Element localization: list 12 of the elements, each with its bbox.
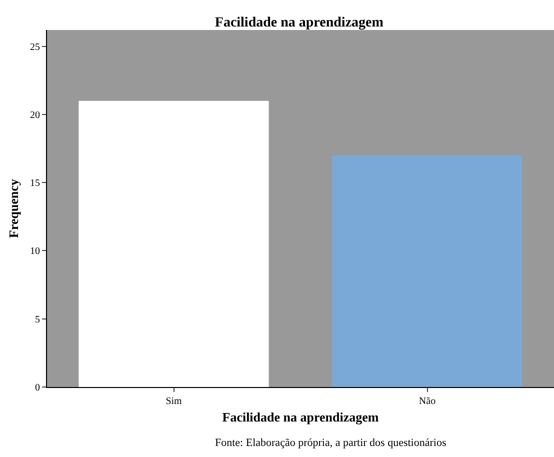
y-tick-label: 5 <box>35 314 40 326</box>
chart-title: Facilidade na aprendizagem <box>214 16 384 31</box>
y-tick-label: 0 <box>35 382 40 394</box>
source-note: Fonte: Elaboração própria, a partir dos questionários <box>215 437 446 449</box>
x-axis-title: Facilidade na aprendizagem <box>222 410 379 425</box>
y-tick-label: 25 <box>30 42 40 53</box>
x-tick-label: Não <box>418 396 436 407</box>
y-tick-label: 10 <box>30 246 40 258</box>
x-tick-label: Sim <box>166 396 182 407</box>
y-axis-title: Frequency <box>6 178 21 238</box>
y-tick-label: 15 <box>30 178 40 190</box>
y-tick-label: 20 <box>30 110 40 121</box>
